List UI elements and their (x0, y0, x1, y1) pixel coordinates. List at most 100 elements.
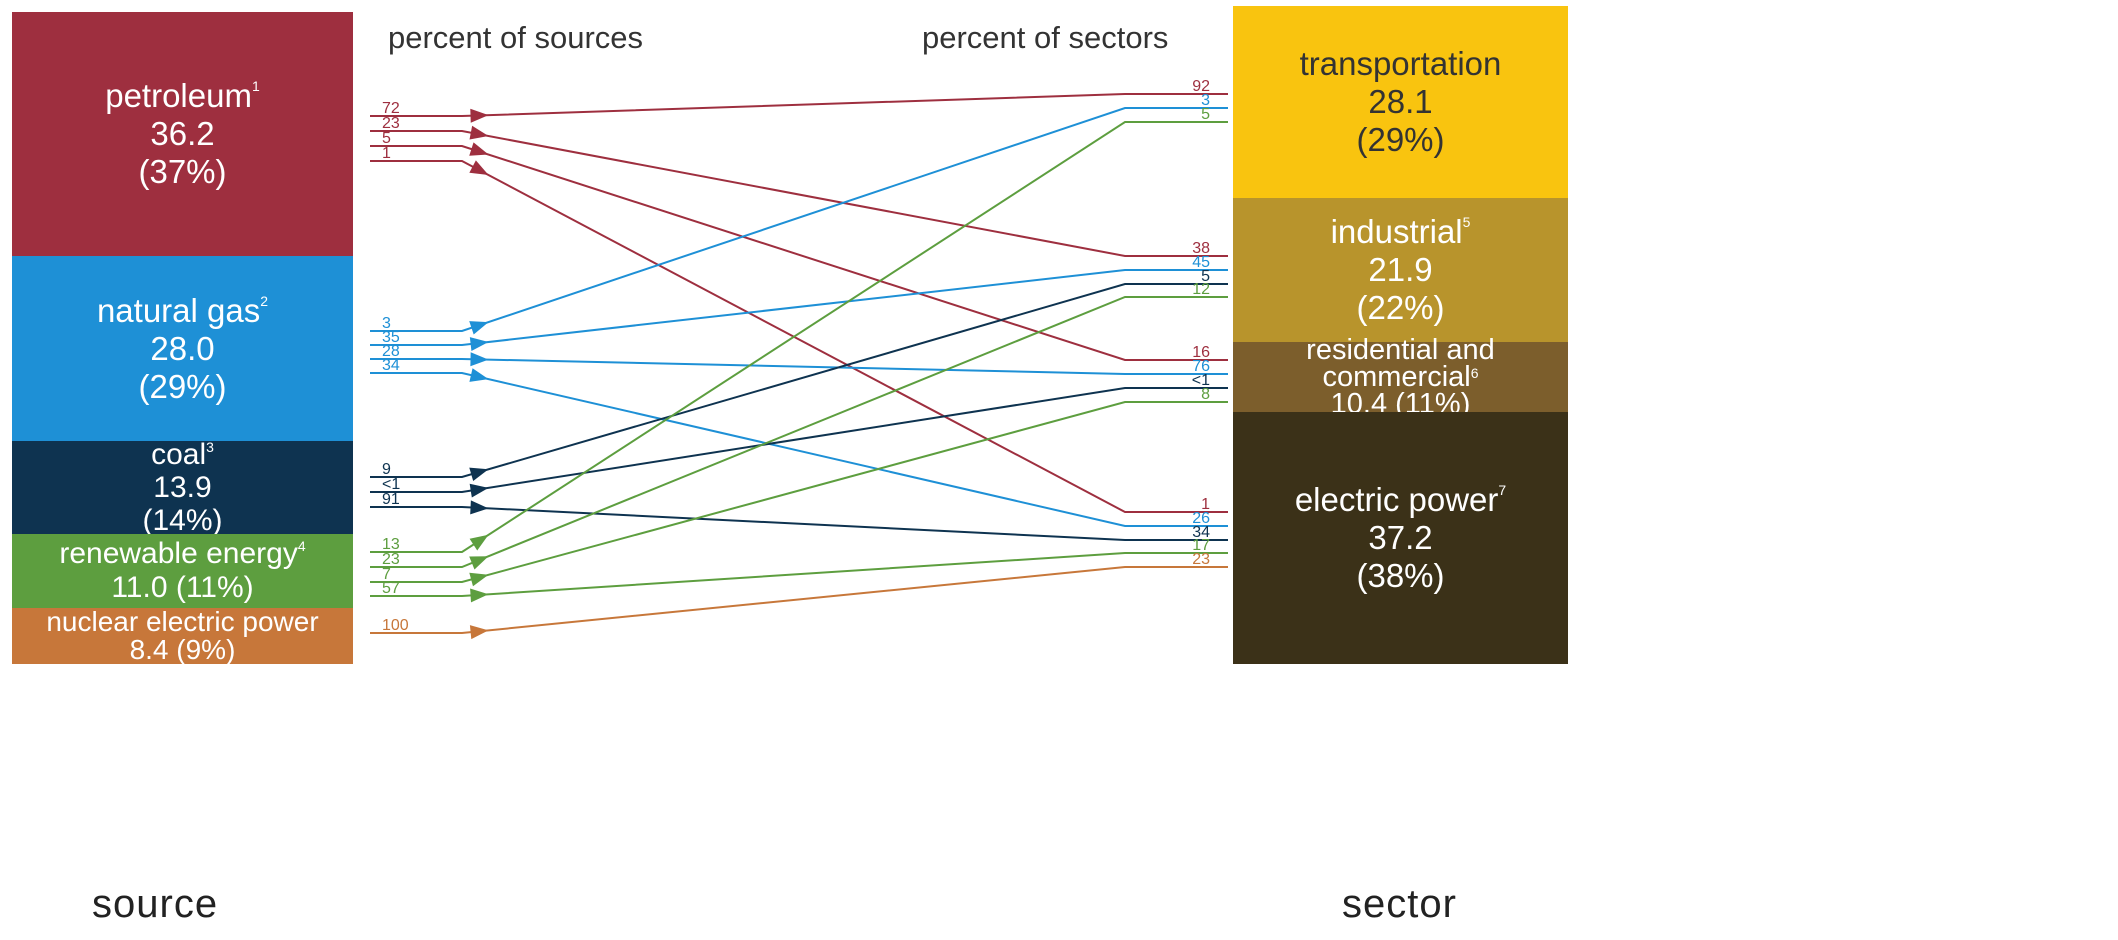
flow-source-percent-renewable-2: 7 (382, 566, 391, 583)
flow-arrowhead-renewable-to-industrial (469, 556, 489, 570)
flow-source-percent-petroleum-1: 23 (382, 115, 400, 132)
flow-source-percent-natural_gas-0: 3 (382, 315, 391, 332)
flow-sector-percent-residential_commercial-2: <1 (1192, 372, 1210, 389)
electric-power-value: 37.2 (1368, 519, 1433, 556)
residential-name-line2: commercial (1322, 360, 1471, 393)
flow-arrowhead-coal-to-industrial (469, 467, 489, 482)
coal-name: coal (151, 438, 207, 471)
source-box-petroleum: petroleum1 36.2 (37%) (12, 12, 353, 256)
flow-sector-percent-transportation-0: 92 (1192, 78, 1210, 95)
flow-sector-percent-electric_power-3: 17 (1192, 537, 1210, 554)
flow-line-renewable-to-residential_commercial (370, 401, 1228, 583)
flow-source-percent-coal-1: <1 (382, 476, 400, 493)
sector-box-industrial: industrial5 21.9 (22%) (1233, 198, 1568, 342)
flow-line-petroleum-to-transportation (370, 93, 1228, 117)
petroleum-name: petroleum (105, 77, 252, 114)
electric-power-note: 7 (1498, 482, 1507, 498)
flow-arrowhead-petroleum-to-transportation (470, 108, 489, 123)
coal-note: 3 (206, 439, 214, 455)
flow-source-percent-renewable-1: 23 (382, 551, 400, 568)
flow-sector-percent-industrial-2: 5 (1201, 268, 1210, 285)
flow-source-percent-petroleum-3: 1 (382, 145, 391, 162)
flow-sector-percent-transportation-1: 3 (1201, 92, 1210, 109)
source-box-renewable: renewable energy4 11.0 (11%) (12, 534, 353, 608)
flow-arrowhead-renewable-to-electric_power (470, 588, 489, 603)
industrial-value: 21.9 (1368, 251, 1433, 288)
flow-arrowhead-natural_gas-to-transportation (469, 321, 489, 335)
renewable-value-pct: 11.0 (11%) (111, 571, 254, 604)
flow-sector-percent-electric_power-1: 26 (1192, 510, 1210, 527)
flow-sector-percent-transportation-2: 5 (1201, 106, 1210, 123)
source-box-nuclear: nuclear electric power 8.4 (9%) (12, 608, 353, 664)
electric-power-name: electric power (1294, 481, 1499, 518)
flow-line-coal-to-electric_power (370, 506, 1228, 541)
flow-source-percent-coal-0: 9 (382, 461, 391, 478)
natural-gas-pct: (29%) (138, 367, 227, 405)
flow-arrowhead-natural_gas-to-residential_commercial (470, 352, 489, 367)
flow-line-natural_gas-to-electric_power (370, 372, 1228, 527)
industrial-note: 5 (1462, 214, 1471, 230)
flow-arrowhead-petroleum-to-residential_commercial (469, 142, 489, 156)
nuclear-value-pct: 8.4 (9%) (129, 634, 236, 665)
flow-source-percent-renewable-0: 13 (382, 536, 400, 553)
natural-gas-note: 2 (260, 292, 269, 309)
electric-power-pct: (38%) (1356, 557, 1445, 594)
flow-sector-percent-residential_commercial-1: 76 (1192, 358, 1210, 375)
flow-line-natural_gas-to-transportation (370, 107, 1228, 332)
sources-header: percent of sources (388, 20, 644, 55)
flow-line-natural_gas-to-industrial (370, 269, 1228, 346)
natural-gas-value: 28.0 (150, 329, 215, 367)
flow-line-natural_gas-to-residential_commercial (370, 358, 1228, 375)
flow-arrowhead-renewable-to-residential_commercial (469, 572, 489, 587)
flow-source-percent-petroleum-0: 72 (382, 100, 400, 117)
flow-arrowhead-coal-to-electric_power (470, 500, 489, 515)
flow-source-percent-petroleum-2: 5 (382, 130, 391, 147)
flow-source-percent-natural_gas-2: 28 (382, 343, 400, 360)
industrial-name: industrial (1330, 213, 1463, 250)
flow-arrowhead-coal-to-residential_commercial (469, 483, 489, 498)
flow-sector-percent-residential_commercial-3: 8 (1201, 386, 1210, 403)
sectors-header: percent of sectors (922, 20, 1169, 55)
flow-line-renewable-to-electric_power (370, 552, 1228, 597)
flow-arrowhead-petroleum-to-electric_power (469, 160, 489, 176)
coal-value: 13.9 (153, 471, 212, 504)
flow-line-coal-to-residential_commercial (370, 387, 1228, 493)
flow-arrowhead-natural_gas-to-electric_power (469, 368, 489, 382)
petroleum-pct: (37%) (138, 153, 227, 190)
flow-arrowhead-natural_gas-to-industrial (469, 337, 489, 351)
flow-sector-percent-electric_power-0: 1 (1201, 496, 1210, 513)
flow-source-percent-natural_gas-3: 34 (382, 357, 400, 374)
source-box-coal: coal3 13.9 (14%) (12, 438, 353, 537)
flow-arrowhead-renewable-to-transportation (469, 534, 489, 551)
source-box-natural-gas: natural gas2 28.0 (29%) (12, 256, 353, 441)
flow-sector-percent-industrial-1: 45 (1192, 254, 1210, 271)
flow-source-percent-renewable-3: 57 (382, 580, 400, 597)
flow-line-renewable-to-industrial (370, 296, 1228, 568)
flow-sector-percent-industrial-0: 38 (1192, 240, 1210, 257)
sector-axis-label: sector (1342, 882, 1457, 926)
renewable-name: renewable energy (59, 537, 298, 570)
residential-note: 6 (1470, 364, 1479, 381)
flow-source-percent-coal-2: 91 (382, 491, 400, 508)
flow-source-percent-nuclear-0: 100 (382, 617, 409, 634)
petroleum-note: 1 (251, 78, 260, 94)
flow-line-renewable-to-transportation (370, 121, 1228, 553)
flow-sector-percent-residential_commercial-0: 16 (1192, 344, 1210, 361)
sector-box-transportation: transportation 28.1 (29%) (1233, 6, 1568, 198)
flow-line-coal-to-industrial (370, 283, 1228, 478)
coal-pct: (14%) (142, 504, 223, 537)
flow-line-petroleum-to-industrial (370, 130, 1228, 257)
flow-sector-percent-industrial-3: 12 (1192, 281, 1210, 298)
petroleum-value: 36.2 (150, 115, 215, 152)
flow-line-petroleum-to-residential_commercial (370, 145, 1228, 361)
nuclear-name: nuclear electric power (46, 606, 319, 637)
transportation-name: transportation (1299, 45, 1502, 82)
renewable-note: 4 (297, 538, 306, 554)
flow-source-percent-natural_gas-1: 35 (382, 329, 400, 346)
transportation-pct: (29%) (1356, 121, 1445, 158)
flow-arrowhead-petroleum-to-industrial (469, 125, 489, 140)
sector-box-electric-power: electric power7 37.2 (38%) (1233, 412, 1568, 664)
industrial-pct: (22%) (1356, 289, 1445, 326)
